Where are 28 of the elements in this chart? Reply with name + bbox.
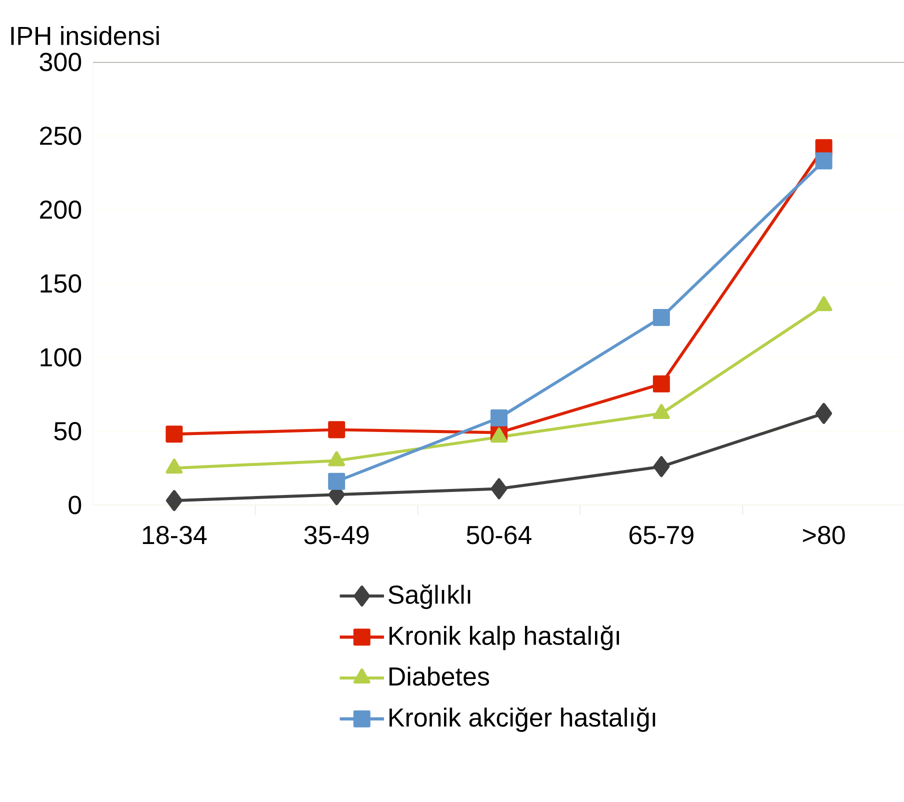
y-tick-label: 0 [68, 496, 82, 514]
point [816, 402, 832, 424]
legend-label: Kronik akciğer hastalığı [390, 707, 656, 732]
y-tick-label: 50 [54, 422, 82, 440]
y-tick-label: 200 [40, 200, 82, 219]
point [653, 456, 670, 478]
point [166, 490, 182, 512]
y-tick-label: 150 [40, 274, 82, 293]
point [328, 472, 346, 490]
point [490, 409, 508, 426]
point [166, 426, 183, 443]
y-axis-title: IPH insidensi [11, 26, 159, 46]
legend-label: Sağlıklı [388, 584, 470, 610]
point [652, 375, 670, 392]
legend-label: Kronik kalp hastalığı [390, 626, 619, 650]
x-tick-label: 65-79 [629, 526, 694, 544]
x-tick-label: 35-49 [304, 526, 369, 544]
y-tick-label: 100 [40, 348, 82, 367]
x-tick-label: 18-34 [142, 526, 207, 544]
legend-label: Diabetes [390, 666, 490, 686]
point [490, 478, 508, 500]
point [328, 421, 346, 438]
point [652, 308, 670, 326]
y-tick-label: 250 [40, 126, 82, 146]
x-tick-label: 50-64 [466, 526, 532, 544]
y-tick-label: 300 [40, 52, 82, 72]
x-tick-label: >80 [803, 526, 845, 544]
point [815, 152, 832, 170]
